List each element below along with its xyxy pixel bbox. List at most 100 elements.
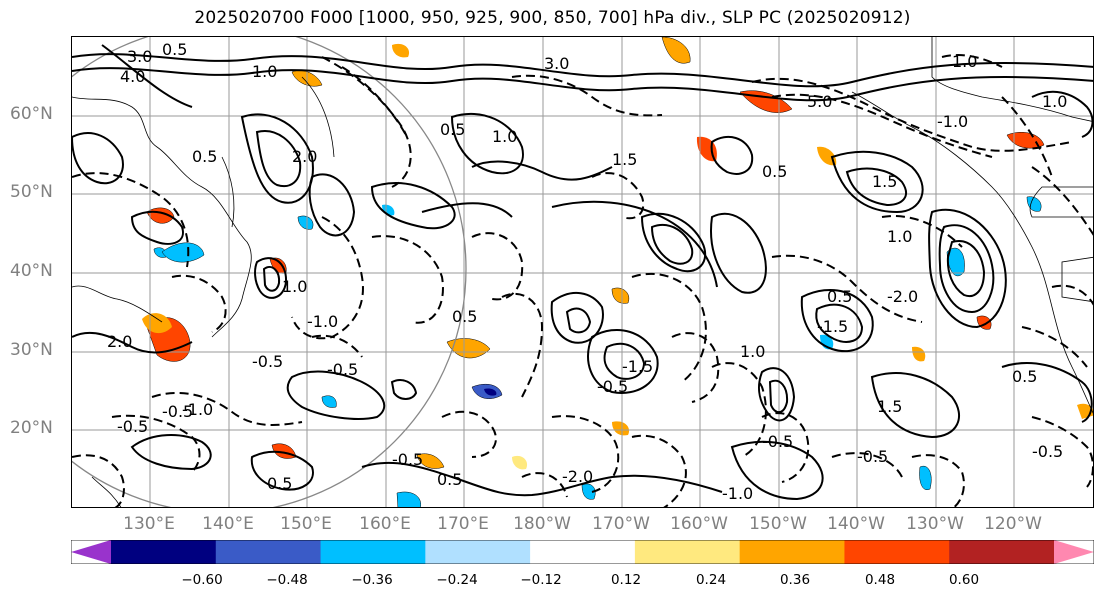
shade-patch: [297, 215, 314, 230]
contour-label: -1.5: [817, 317, 848, 336]
shade-patch: [946, 247, 965, 277]
colorbar: [70, 539, 1095, 565]
shade-patch: [142, 313, 172, 334]
contour-label: 1.0: [492, 127, 517, 146]
colorbar-segment: [425, 540, 531, 564]
contour-label: 5.0: [807, 92, 832, 111]
contour-label: -0.5: [762, 432, 793, 451]
contour-labels: 3.0 4.0 0.5 1.0 2.0 3.0 5.0 1.0 0.5 1.5 …: [107, 40, 1067, 503]
contour-label: -1.0: [182, 400, 213, 419]
contour-label: -0.5: [392, 450, 423, 469]
colorbar-tick-label: −0.12: [520, 572, 562, 588]
lon-label-140e: 140°E: [202, 514, 254, 534]
colorbar-segment: [530, 540, 636, 564]
contour-label: 1.5: [877, 397, 902, 416]
shade-patch: [416, 453, 445, 469]
contour-label: -0.5: [597, 377, 628, 396]
colorbar-tick-label: 0.36: [779, 572, 811, 588]
contour-label: -0.5: [327, 360, 358, 379]
shade-patch: [161, 242, 205, 263]
contour-label: 1.5: [612, 150, 637, 169]
contour-label: -2.0: [887, 287, 918, 306]
dashed-contours: [72, 54, 1093, 507]
colorbar-segment: [844, 540, 950, 564]
colorbar-segment: [111, 540, 217, 564]
contour-label: -1.0: [937, 112, 968, 131]
shade-patch: [919, 465, 932, 491]
contour-label: 0.5: [762, 162, 787, 181]
contour-label: 2.0: [107, 332, 132, 351]
shade-patch: [396, 491, 422, 507]
shade-patch: [484, 388, 497, 396]
contour-label: 1.0: [282, 277, 307, 296]
shade-patch: [1006, 132, 1045, 149]
colorbar-segments: [71, 540, 1094, 564]
colorbar-tick-label: −0.36: [351, 572, 393, 588]
colorbar-tick-label: −0.24: [436, 572, 478, 588]
lat-label-30n: 30°N: [10, 340, 53, 360]
shade-patch: [912, 346, 926, 362]
lon-label-130w: 130°W: [906, 514, 964, 534]
lat-label-60n: 60°N: [10, 104, 53, 124]
colorbar-segment: [320, 540, 426, 564]
lat-label-50n: 50°N: [10, 182, 53, 202]
shaded-divergence: [142, 37, 1093, 507]
shade-patch: [1026, 196, 1042, 212]
colorbar-segment: [949, 540, 1055, 564]
contour-label: 0.5: [437, 470, 462, 489]
shade-patch: [512, 455, 528, 470]
contour-label: 0.5: [440, 120, 465, 139]
coastlines: [72, 37, 1093, 507]
contour-label: 1.0: [952, 52, 977, 71]
figure-title: 2025020700 F000 [1000, 950, 925, 900, 85…: [194, 8, 911, 28]
contour-label: 1.0: [1042, 92, 1067, 111]
lon-label-160e: 160°E: [359, 514, 411, 534]
lon-label-150w: 150°W: [749, 514, 807, 534]
colorbar-segment: [215, 540, 322, 564]
shade-patch: [817, 146, 837, 166]
shade-patch: [446, 338, 491, 359]
lat-label-20n: 20°N: [10, 418, 53, 438]
contour-label: -0.5: [1032, 442, 1063, 461]
lon-label-180w: 180°W: [513, 514, 571, 534]
contour-label: -0.5: [252, 352, 283, 371]
contour-label: 2.0: [292, 147, 317, 166]
lon-label-130e: 130°E: [123, 514, 175, 534]
gridlines: [72, 37, 1093, 507]
contour-label: 1.0: [252, 62, 277, 81]
colorbar-tick-label: −0.48: [266, 572, 308, 588]
lon-label-170e: 170°E: [437, 514, 489, 534]
solid-contours: [72, 44, 1093, 501]
contour-label: -1.5: [622, 357, 653, 376]
colorbar-extend-max: [1054, 540, 1094, 564]
map-svg: 3.0 4.0 0.5 1.0 2.0 3.0 5.0 1.0 0.5 1.5 …: [72, 37, 1093, 507]
contour-label: -0.5: [162, 402, 193, 421]
contour-label: 0.5: [452, 307, 477, 326]
lon-label-160w: 160°W: [670, 514, 728, 534]
contour-label: 4.0: [120, 67, 145, 86]
contour-label: 0.5: [192, 147, 217, 166]
colorbar-segment: [739, 540, 845, 564]
colorbar-segment: [634, 540, 741, 564]
contour-label: 0.5: [267, 474, 292, 493]
shade-patch: [661, 37, 691, 64]
contour-label: 3.0: [544, 54, 569, 73]
contour-label: 0.5: [1012, 367, 1037, 386]
colorbar-tick-label: 0.24: [695, 572, 727, 588]
contour-label: -0.5: [857, 447, 888, 466]
lon-label-120w: 120°W: [984, 514, 1042, 534]
contour-label: 3.0: [127, 47, 152, 66]
colorbar-tick-label: −0.60: [181, 572, 223, 588]
contour-label: -2.0: [562, 467, 593, 486]
shade-patch: [321, 395, 337, 408]
colorbar-tick-label: 0.12: [610, 572, 642, 588]
lon-label-140w: 140°W: [827, 514, 885, 534]
map-panel: 3.0 4.0 0.5 1.0 2.0 3.0 5.0 1.0 0.5 1.5 …: [71, 36, 1094, 508]
lat-label-40n: 40°N: [10, 261, 53, 281]
shade-patch: [612, 421, 630, 436]
shade-patch: [611, 287, 630, 304]
lon-label-170w: 170°W: [592, 514, 650, 534]
contour-label: 1.5: [872, 172, 897, 191]
contour-label: 1.0: [887, 227, 912, 246]
colorbar-tick-label: 0.48: [864, 572, 896, 588]
